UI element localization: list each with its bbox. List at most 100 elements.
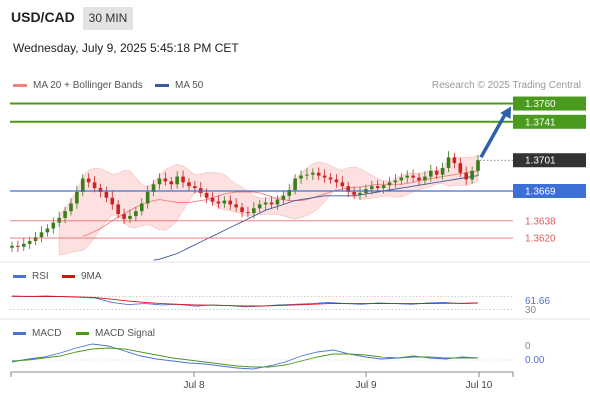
rsi-label: RSI bbox=[32, 271, 49, 282]
candle-body bbox=[240, 207, 244, 213]
candle-body bbox=[434, 170, 439, 175]
pivot-tag bbox=[513, 183, 586, 198]
candle-body bbox=[16, 245, 20, 247]
rsi-ma-swatch bbox=[62, 275, 75, 278]
bollinger-band bbox=[58, 154, 479, 256]
macd-signal-line bbox=[11, 347, 478, 368]
candle-body bbox=[45, 228, 50, 233]
candle-body bbox=[252, 208, 256, 214]
candle-body bbox=[370, 186, 374, 190]
rsi-swatch bbox=[13, 275, 26, 278]
legend-rsi-ma: 9MA bbox=[62, 271, 102, 282]
symbol-title: USD/CAD bbox=[11, 9, 75, 25]
candle-body bbox=[446, 157, 451, 168]
candle-body bbox=[204, 192, 209, 198]
candle-body bbox=[57, 217, 61, 223]
macd-zero-label: 0 bbox=[525, 341, 531, 352]
candle-body bbox=[234, 204, 238, 208]
macd-signal-label: MACD Signal bbox=[95, 328, 156, 339]
forecast-arrow-shaft bbox=[479, 113, 507, 159]
candle-body bbox=[399, 177, 404, 181]
candle-body bbox=[92, 182, 97, 189]
support-label: 1.3638 bbox=[525, 216, 556, 227]
candle-body bbox=[39, 232, 44, 238]
candle-body bbox=[328, 177, 333, 180]
rsi-last-value: 61.66 bbox=[525, 296, 550, 307]
candle-body bbox=[63, 211, 67, 218]
candle-body bbox=[334, 179, 339, 183]
candle-body bbox=[305, 174, 309, 176]
candle-body bbox=[387, 182, 392, 186]
candle-body bbox=[246, 212, 250, 214]
rsi-ma-label: 9MA bbox=[81, 271, 102, 282]
current-price-label: 1.3701 bbox=[525, 156, 556, 167]
support-label: 1.3620 bbox=[525, 234, 556, 245]
rsi-level-label: 30 bbox=[525, 305, 537, 316]
candle-body bbox=[293, 178, 297, 191]
candle-body bbox=[311, 172, 315, 175]
candle-body bbox=[340, 182, 345, 187]
candle-body bbox=[299, 175, 303, 179]
candle-body bbox=[193, 186, 197, 189]
legend-ma50: MA 50 bbox=[155, 80, 203, 91]
candle-body bbox=[417, 177, 421, 181]
credit-text: Research © 2025 Trading Central bbox=[431, 80, 581, 91]
candle-body bbox=[346, 186, 351, 192]
candle-body bbox=[69, 203, 73, 212]
timeframe-badge[interactable]: 30 MIN bbox=[83, 7, 133, 30]
resistance-tag-label: 1.3741 bbox=[525, 117, 556, 128]
candle-body bbox=[458, 163, 463, 173]
candle-body bbox=[405, 175, 410, 178]
candle-body bbox=[257, 204, 262, 209]
macd-line bbox=[11, 343, 479, 370]
ma20-swatch bbox=[13, 84, 27, 87]
legend-ma20: MA 20 + Bollinger Bands bbox=[13, 80, 143, 91]
legend-macd: MACD bbox=[13, 328, 61, 339]
candle-body bbox=[287, 190, 292, 196]
macd-label: MACD bbox=[32, 328, 62, 339]
candle-body bbox=[175, 176, 179, 185]
candle-body bbox=[476, 160, 480, 171]
rsi-ma-line bbox=[12, 295, 479, 307]
candle-body bbox=[51, 222, 56, 229]
candle-body bbox=[316, 172, 321, 176]
candle-body bbox=[10, 245, 14, 248]
candle-body bbox=[187, 182, 191, 187]
candle-body bbox=[275, 199, 280, 205]
candle-body bbox=[181, 176, 185, 183]
macd-signal-swatch bbox=[76, 332, 89, 335]
candle-body bbox=[281, 195, 286, 200]
macd-swatch bbox=[13, 332, 26, 335]
candle-body bbox=[27, 240, 32, 244]
candle-body bbox=[358, 192, 362, 195]
candle-body bbox=[139, 203, 144, 212]
current-price-tag bbox=[513, 153, 586, 168]
candle-body bbox=[352, 191, 356, 195]
candle-body bbox=[163, 178, 168, 182]
x-tick-label: Jul 10 bbox=[466, 380, 493, 391]
candles-group bbox=[10, 151, 480, 253]
candle-body bbox=[210, 197, 215, 202]
resistance-tag bbox=[513, 96, 586, 111]
candle-body bbox=[116, 204, 120, 215]
candle-body bbox=[134, 211, 138, 216]
pivot-tag-label: 1.3669 bbox=[525, 186, 556, 197]
candle-body bbox=[423, 176, 427, 181]
ma50-swatch bbox=[155, 84, 169, 87]
ma50-label: MA 50 bbox=[175, 80, 204, 91]
x-tick-label: Jul 9 bbox=[355, 380, 377, 391]
candle-body bbox=[151, 184, 156, 192]
candle-body bbox=[216, 201, 221, 204]
candle-body bbox=[269, 202, 274, 205]
candle-body bbox=[381, 185, 386, 189]
macd-last-value: 0.00 bbox=[525, 355, 545, 366]
legend-rsi: RSI bbox=[13, 271, 49, 282]
candle-body bbox=[393, 180, 398, 183]
candle-body bbox=[98, 188, 103, 192]
candle-body bbox=[411, 175, 415, 178]
forecast-arrow-head bbox=[500, 106, 511, 120]
candle-body bbox=[440, 167, 445, 175]
candle-body bbox=[104, 191, 109, 198]
rsi-line bbox=[11, 295, 479, 308]
